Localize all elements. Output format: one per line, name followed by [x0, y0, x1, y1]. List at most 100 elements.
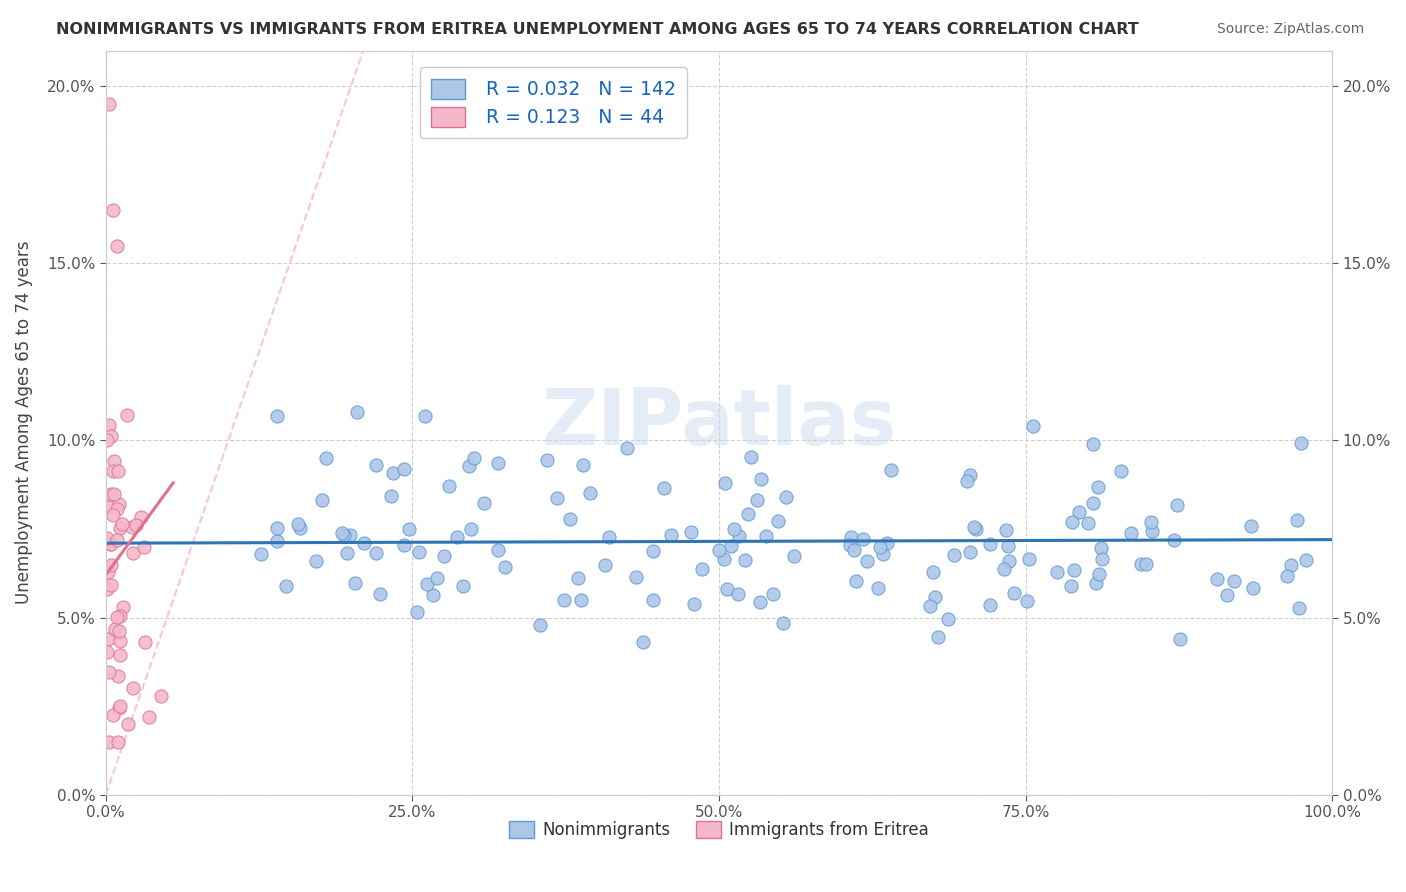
Point [682, 598, 704, 612]
Point [1002, 586, 1025, 600]
Point [994, 523, 1017, 537]
Point [1166, 499, 1188, 513]
Point [96, 531, 118, 545]
Point [567, 571, 589, 585]
Point [392, 538, 415, 552]
Point [965, 522, 987, 536]
Point [720, 539, 742, 553]
Point [97, 500, 120, 514]
Point [494, 559, 516, 574]
Point [918, 599, 941, 613]
Point [392, 462, 415, 476]
Point [1286, 513, 1309, 527]
Point [266, 534, 288, 549]
Point [96, 433, 118, 447]
Point [879, 463, 901, 477]
Point [749, 472, 772, 486]
Point [624, 570, 647, 584]
Point [111, 517, 134, 532]
Point [1018, 552, 1040, 566]
Point [876, 535, 898, 549]
Point [121, 681, 143, 696]
Point [364, 458, 387, 473]
Point [1077, 516, 1099, 530]
Point [101, 464, 124, 478]
Point [149, 689, 172, 703]
Point [366, 546, 388, 560]
Point [108, 497, 131, 511]
Point [1091, 552, 1114, 566]
Point [288, 521, 311, 535]
Point [716, 582, 738, 596]
Point [845, 574, 868, 589]
Point [1015, 594, 1038, 608]
Point [437, 479, 460, 493]
Point [398, 522, 420, 536]
Point [380, 489, 402, 503]
Point [1067, 505, 1090, 519]
Point [107, 669, 129, 683]
Point [463, 451, 485, 466]
Point [346, 405, 368, 419]
Point [641, 544, 664, 558]
Point [956, 474, 979, 488]
Point [1205, 572, 1227, 586]
Point [727, 587, 749, 601]
Point [659, 528, 682, 542]
Point [408, 545, 430, 559]
Point [546, 491, 568, 506]
Point [426, 571, 449, 585]
Point [333, 527, 356, 541]
Point [943, 548, 966, 562]
Point [641, 593, 664, 607]
Point [103, 454, 125, 468]
Point [132, 540, 155, 554]
Point [1084, 575, 1107, 590]
Y-axis label: Unemployment Among Ages 65 to 74 years: Unemployment Among Ages 65 to 74 years [15, 241, 32, 605]
Point [101, 203, 124, 218]
Point [997, 539, 1019, 553]
Point [98, 537, 121, 551]
Point [959, 468, 981, 483]
Text: ZIPatlas: ZIPatlas [541, 384, 897, 460]
Point [690, 562, 713, 576]
Point [842, 542, 865, 557]
Point [1240, 519, 1263, 533]
Point [96, 645, 118, 659]
Point [558, 512, 581, 526]
Point [105, 502, 128, 516]
Point [709, 542, 731, 557]
Point [1163, 533, 1185, 547]
Point [652, 481, 675, 495]
Point [1168, 632, 1191, 646]
Point [616, 441, 638, 455]
Point [1088, 566, 1111, 581]
Point [866, 581, 889, 595]
Point [1140, 524, 1163, 539]
Point [416, 577, 439, 591]
Point [1090, 541, 1112, 555]
Point [101, 508, 124, 523]
Point [963, 519, 986, 533]
Point [872, 547, 894, 561]
Point [841, 530, 863, 544]
Point [315, 451, 337, 466]
Point [108, 648, 131, 662]
Point [922, 566, 945, 580]
Point [486, 456, 509, 470]
Point [1216, 588, 1239, 602]
Point [305, 553, 328, 567]
Point [1295, 552, 1317, 566]
Point [1121, 526, 1143, 541]
Point [97, 665, 120, 679]
Point [474, 495, 496, 509]
Point [266, 521, 288, 535]
Point [121, 520, 143, 534]
Point [1135, 558, 1157, 572]
Point [681, 525, 703, 540]
Point [1046, 565, 1069, 579]
Point [107, 465, 129, 479]
Point [775, 490, 797, 504]
Point [728, 529, 751, 543]
Point [748, 595, 770, 609]
